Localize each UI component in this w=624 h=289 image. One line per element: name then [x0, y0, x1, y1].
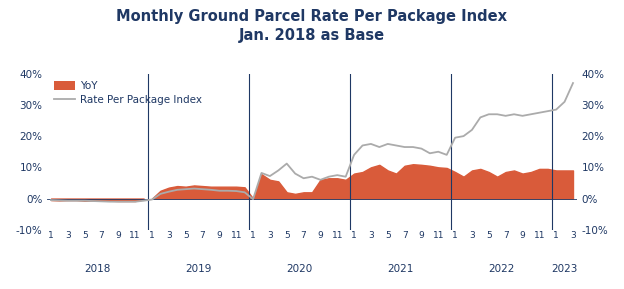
Text: 2022: 2022 [488, 264, 515, 274]
Text: 2019: 2019 [185, 264, 212, 274]
Text: 2023: 2023 [552, 264, 578, 274]
Text: 2021: 2021 [388, 264, 414, 274]
Text: 2020: 2020 [286, 264, 313, 274]
Text: 2018: 2018 [84, 264, 110, 274]
Legend: YoY, Rate Per Package Index: YoY, Rate Per Package Index [52, 79, 204, 107]
Text: Monthly Ground Parcel Rate Per Package Index
Jan. 2018 as Base: Monthly Ground Parcel Rate Per Package I… [117, 9, 507, 43]
